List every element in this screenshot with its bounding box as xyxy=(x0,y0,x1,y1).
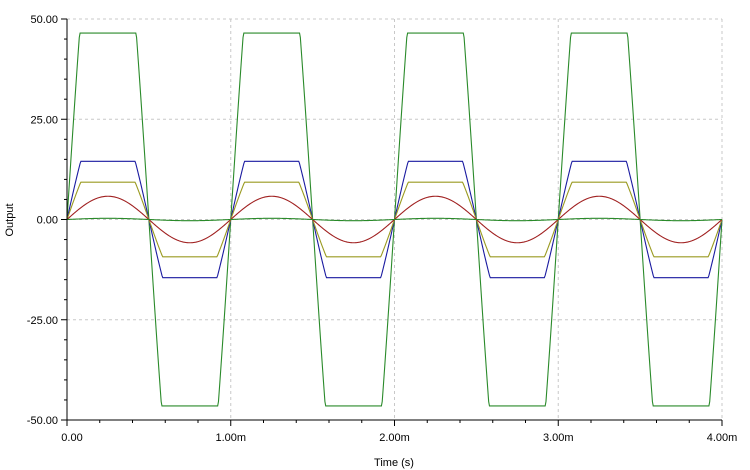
y-tick-label: -25.00 xyxy=(27,315,58,327)
x-axis-label: Time (s) xyxy=(374,457,414,469)
x-tick-label: 0.00 xyxy=(61,432,82,444)
y-tick-label: 50.00 xyxy=(30,14,58,26)
x-tick-label: 4.00m xyxy=(707,432,738,444)
y-tick-label: 25.00 xyxy=(30,114,58,126)
x-tick-label: 1.00m xyxy=(215,432,246,444)
x-tick-label: 2.00m xyxy=(379,432,410,444)
y-tick-label: -50.00 xyxy=(27,415,58,427)
y-axis-label: Output xyxy=(4,203,16,236)
series-line-5 xyxy=(66,217,723,222)
tick-marks xyxy=(61,18,723,426)
x-tick-label: 3.00m xyxy=(543,432,574,444)
series-lines xyxy=(66,32,723,407)
y-tick-label: 0.00 xyxy=(37,215,58,227)
